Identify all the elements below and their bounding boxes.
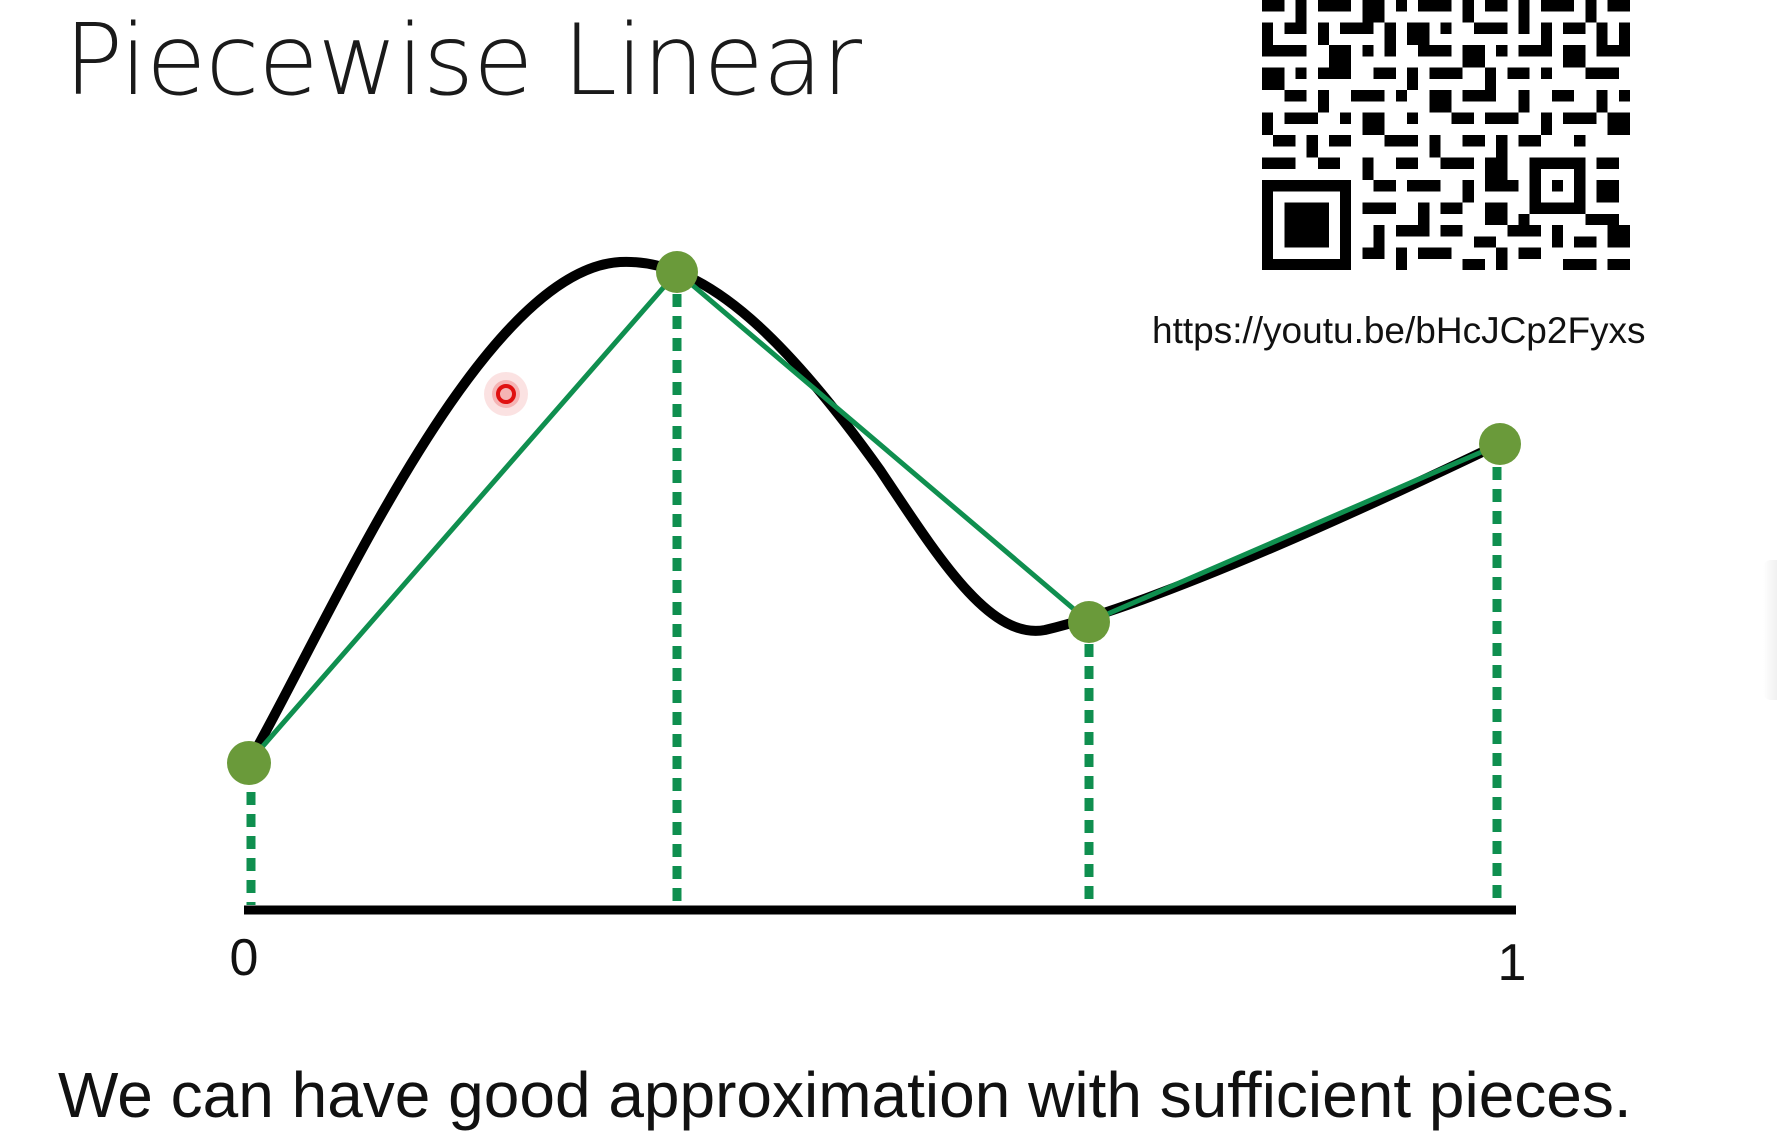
control-point-4 [1479, 423, 1521, 465]
laser-pointer-icon [484, 372, 528, 416]
control-point-3 [1068, 601, 1110, 643]
video-url-link[interactable]: https://youtu.be/bHcJCp2Fyxs [1152, 310, 1646, 351]
axis-label-end: 1 [1498, 934, 1527, 992]
qr-code-icon [1262, 0, 1630, 270]
axis-label-start: 0 [230, 929, 259, 987]
target-curve [244, 256, 1502, 767]
control-point-1 [227, 741, 271, 785]
edge-shadow [1763, 560, 1777, 700]
control-points [227, 251, 1521, 785]
control-point-2 [656, 251, 698, 293]
piecewise-linear-line [247, 269, 1501, 764]
slide-title: Piecewise Linear [64, 4, 862, 118]
slide-caption: We can have good approximation with suff… [58, 1059, 1632, 1131]
dashed-guides [246, 272, 1502, 905]
